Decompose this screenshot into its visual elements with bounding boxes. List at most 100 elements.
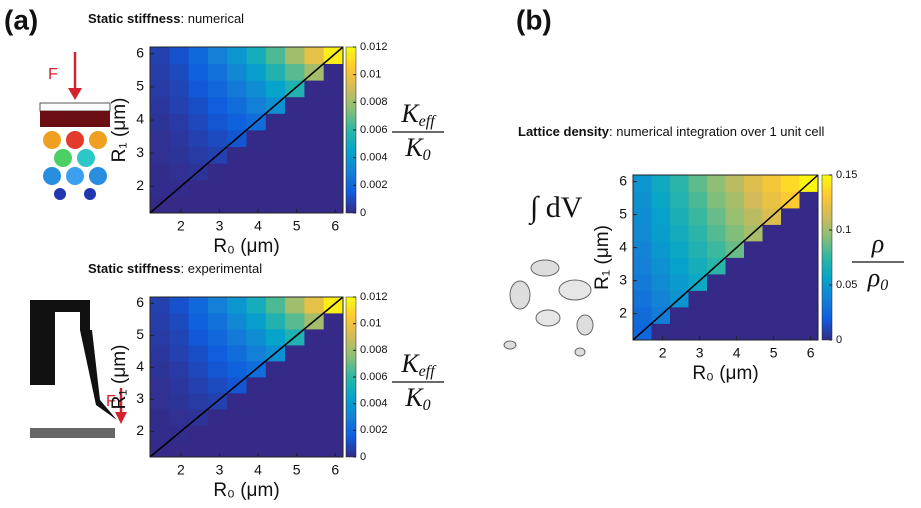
heatmap-cell [227, 313, 247, 330]
heatmap-cell [246, 80, 267, 98]
strut [574, 347, 586, 357]
heatmap-cell [285, 196, 305, 214]
node [54, 149, 72, 167]
heatmap-cell [169, 441, 189, 458]
heatmap-cell [169, 63, 189, 81]
y-tick-label: 2 [136, 177, 144, 193]
node [54, 188, 66, 200]
chart-title-rest: : numerical [180, 11, 244, 26]
heatmap-cell [725, 191, 745, 209]
heatmap-cell [265, 393, 286, 410]
heatmap-cell [246, 313, 267, 330]
y-axis-label: R₁ (μm) [109, 345, 130, 410]
colorbar-tick-label: 0.008 [360, 96, 388, 108]
heatmap-cell [207, 96, 228, 114]
heatmap-cell [762, 323, 782, 341]
heatmap-cell [207, 80, 228, 98]
heatmap-cell [265, 329, 286, 346]
heatmap-cell [799, 208, 819, 225]
heatmap-cell [188, 393, 209, 410]
heatmap-cell [688, 224, 708, 242]
heatmap-cell [227, 47, 247, 64]
x-tick-label: 2 [659, 345, 667, 361]
heatmap-cell [688, 290, 708, 308]
diagonal [149, 296, 344, 458]
heatmap-cell [188, 113, 209, 131]
heatmap-cell [246, 96, 267, 114]
heatmap-cell [207, 130, 228, 147]
heatmap-cell [651, 224, 671, 242]
strut [576, 314, 594, 336]
heatmap-cell [688, 191, 708, 209]
colorbar-label-numerator: Keff [400, 99, 437, 130]
colorbar-tick-label: 0.006 [360, 124, 388, 136]
heatmap-cell [707, 274, 726, 291]
heatmap-cell [744, 175, 763, 192]
heatmap-cell [246, 329, 267, 346]
colorbar-tick-label: 0.01 [360, 69, 381, 81]
heatmap-cell [150, 409, 170, 426]
heatmap-cell [188, 377, 209, 394]
heatmap-cell [227, 146, 247, 164]
symbol: K [404, 133, 424, 162]
colorbar-tick-label: 0.012 [360, 291, 388, 303]
heatmap-cell [150, 47, 170, 64]
symbol: ρ [871, 229, 884, 258]
heatmap-cell [246, 377, 267, 394]
heatmap-cell [265, 313, 286, 330]
heatmap-cell [744, 257, 763, 275]
heatmap-cell [207, 179, 228, 197]
heatmap-cell [150, 425, 170, 442]
heatmap-cell [285, 393, 305, 410]
heatmap-cell [323, 393, 344, 410]
strut [530, 259, 560, 277]
heatmap-cell [150, 163, 170, 181]
heatmap-cell [762, 307, 782, 324]
force-label: F [106, 393, 116, 410]
heatmap-cell [304, 329, 325, 346]
heatmap-cell [246, 297, 267, 314]
heatmap-cell [762, 224, 782, 242]
heatmap-cell [304, 345, 325, 362]
x-axis-label: R₀ (μm) [213, 480, 279, 501]
heatmap-cell [169, 96, 189, 114]
chart-title-rest: : numerical integration over 1 unit cell [609, 124, 824, 139]
heatmap-cell [744, 241, 763, 258]
heatmap-cell [150, 361, 170, 378]
heatmap-cell [227, 113, 247, 131]
heatmap-cell [265, 113, 286, 131]
x-tick-label: 6 [331, 462, 339, 478]
heatmap-cell [285, 345, 305, 362]
heatmap-cell [799, 241, 819, 258]
heatmap-cell [265, 130, 286, 147]
heatmap-cell [150, 80, 170, 98]
node [89, 131, 107, 149]
heatmap-cell [323, 179, 344, 197]
colorbar-label-denominator: K0 [404, 383, 430, 414]
colorbar-tick-label: 0.01 [360, 318, 381, 330]
heatmap-cell [725, 307, 745, 324]
heatmap-cell [651, 257, 671, 275]
heatmap-cell [744, 191, 763, 209]
colorbar-tick-label: 0.002 [360, 179, 388, 191]
heatmap-cell [323, 146, 344, 164]
heatmap-cell [188, 361, 209, 378]
heatmap-cell [744, 290, 763, 308]
heatmap-cell [265, 146, 286, 164]
colorbar-tick-label: 0.15 [836, 169, 857, 181]
force-label: F [48, 66, 58, 83]
heatmap-cell [207, 345, 228, 362]
x-tick-label: 4 [733, 345, 741, 361]
heatmap-cell [304, 297, 325, 314]
heatmap-cell [304, 146, 325, 164]
heatmap-cell [265, 196, 286, 214]
y-tick-label: 3 [619, 271, 627, 287]
heatmap-cell [670, 323, 689, 341]
heatmap-cell [169, 196, 189, 214]
heatmap-cell [323, 361, 344, 378]
y-tick-label: 4 [619, 238, 627, 254]
heatmap-cell [207, 313, 228, 330]
subscript: 0 [423, 147, 431, 164]
x-tick-label: 6 [807, 345, 815, 361]
heatmap-cell [207, 425, 228, 442]
